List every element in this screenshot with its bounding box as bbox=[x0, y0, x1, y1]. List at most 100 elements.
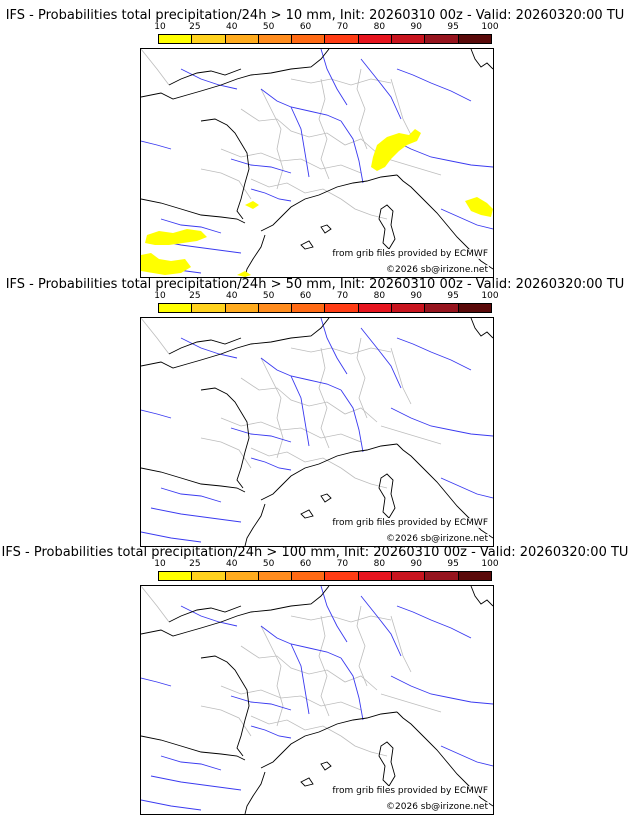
coastline bbox=[470, 49, 493, 70]
colorbar-swatch bbox=[458, 304, 491, 312]
colorbar-swatch bbox=[292, 304, 326, 312]
river-line bbox=[390, 407, 493, 437]
river-line bbox=[141, 531, 202, 543]
precip-probability-area bbox=[245, 201, 259, 209]
admin-border-line bbox=[250, 715, 342, 737]
coastline bbox=[200, 655, 250, 757]
colorbar-swatch bbox=[325, 304, 359, 312]
colorbar-swatch bbox=[225, 35, 259, 43]
island-outline bbox=[320, 493, 332, 503]
forecast-panel-50mm: IFS - Probabilities total precipitation/… bbox=[0, 277, 630, 547]
island-outline bbox=[300, 509, 314, 519]
coastline bbox=[260, 443, 398, 501]
colorbar-tick-label: 95 bbox=[447, 559, 459, 569]
river-line bbox=[320, 586, 348, 643]
island-outline bbox=[320, 761, 332, 771]
admin-border-line bbox=[141, 49, 170, 86]
river-line bbox=[396, 337, 472, 371]
credit-copyright: ©2026 sb@irizone.net bbox=[385, 802, 489, 812]
coastline bbox=[260, 174, 398, 232]
island-outline bbox=[378, 473, 396, 519]
panel-title: IFS - Probabilities total precipitation/… bbox=[5, 8, 625, 23]
colorbar-tick-label: 100 bbox=[481, 559, 499, 569]
admin-border-line bbox=[356, 337, 368, 419]
river-line bbox=[160, 755, 222, 771]
admin-border-line bbox=[380, 693, 442, 713]
river-line bbox=[150, 775, 242, 791]
admin-border-line bbox=[240, 108, 378, 154]
colorbar-tick-label: 40 bbox=[226, 559, 238, 569]
colorbar-swatch bbox=[159, 572, 193, 580]
coastline bbox=[168, 337, 242, 355]
coastline bbox=[141, 467, 246, 493]
river-line bbox=[390, 138, 493, 168]
colorbar-swatch bbox=[458, 35, 491, 43]
colorbar-swatch bbox=[258, 35, 293, 43]
admin-border-line bbox=[318, 78, 330, 180]
precip-probability-area bbox=[145, 229, 207, 245]
admin-border-line bbox=[390, 615, 412, 673]
admin-border-line bbox=[220, 148, 362, 174]
colorbar-swatch bbox=[392, 572, 426, 580]
admin-border-line bbox=[380, 425, 442, 445]
colorbar-swatch bbox=[225, 304, 259, 312]
river-line bbox=[440, 208, 493, 230]
colorbar-swatch bbox=[358, 304, 393, 312]
colorbar-swatch bbox=[192, 35, 226, 43]
river-line bbox=[340, 120, 364, 184]
admin-border-line bbox=[260, 625, 284, 727]
colorbar-swatch bbox=[325, 572, 359, 580]
colorbar-tick-label: 25 bbox=[189, 559, 201, 569]
river-line bbox=[150, 507, 242, 523]
river-line bbox=[250, 188, 292, 202]
river-line bbox=[290, 375, 310, 447]
colorbar-tick-label: 80 bbox=[373, 291, 386, 301]
admin-border-line bbox=[318, 615, 330, 717]
colorbar-tick-label: 70 bbox=[336, 291, 349, 301]
coastline bbox=[141, 198, 246, 224]
river-line bbox=[440, 477, 493, 499]
colorbar-swatch bbox=[425, 35, 459, 43]
river-line bbox=[360, 327, 402, 389]
colorbar-ticks: 10 25 40 50 60 70 80 90 95 100 bbox=[154, 291, 498, 303]
admin-border-line bbox=[240, 377, 378, 423]
panel-title: IFS - Probabilities total precipitation/… bbox=[1, 545, 629, 560]
colorbar-swatch bbox=[192, 304, 226, 312]
river-line bbox=[160, 218, 222, 234]
island-outline bbox=[320, 224, 332, 234]
colorbar-tick-label: 100 bbox=[481, 291, 499, 301]
colorbar-tick-label: 80 bbox=[373, 559, 386, 569]
river-line bbox=[290, 106, 310, 178]
colorbar-tick-label: 70 bbox=[336, 22, 349, 32]
admin-border-line bbox=[260, 88, 284, 190]
river-line bbox=[360, 595, 402, 657]
admin-border-line bbox=[200, 168, 252, 200]
colorbar-swatch bbox=[292, 572, 326, 580]
admin-border-line bbox=[340, 467, 388, 489]
river-line bbox=[290, 643, 310, 715]
credit-copyright: ©2026 sb@irizone.net bbox=[385, 534, 489, 544]
river-line bbox=[141, 409, 172, 419]
colorbar-tick-label: 90 bbox=[410, 291, 422, 301]
coastline bbox=[141, 586, 330, 637]
coastline bbox=[141, 735, 246, 761]
admin-border-line bbox=[380, 156, 442, 176]
colorbar-swatch bbox=[159, 35, 193, 43]
coastline bbox=[168, 605, 242, 623]
admin-border-line bbox=[390, 78, 412, 136]
precip-probability-area bbox=[371, 129, 421, 171]
colorbar-tick-label: 60 bbox=[299, 291, 312, 301]
river-line bbox=[396, 68, 472, 102]
island-outline bbox=[378, 204, 396, 250]
admin-border-line bbox=[220, 417, 362, 443]
admin-border-line bbox=[356, 605, 368, 687]
river-line bbox=[141, 140, 172, 150]
admin-border-line bbox=[220, 685, 362, 711]
coastline bbox=[244, 771, 266, 814]
map-layer bbox=[141, 318, 493, 546]
admin-border-line bbox=[250, 447, 342, 469]
admin-border-line bbox=[240, 645, 378, 691]
colorbar-tick-label: 50 bbox=[262, 291, 275, 301]
river-line bbox=[360, 58, 402, 120]
probability-map: from grib files provided by ECMWF ©2026 … bbox=[140, 48, 494, 278]
